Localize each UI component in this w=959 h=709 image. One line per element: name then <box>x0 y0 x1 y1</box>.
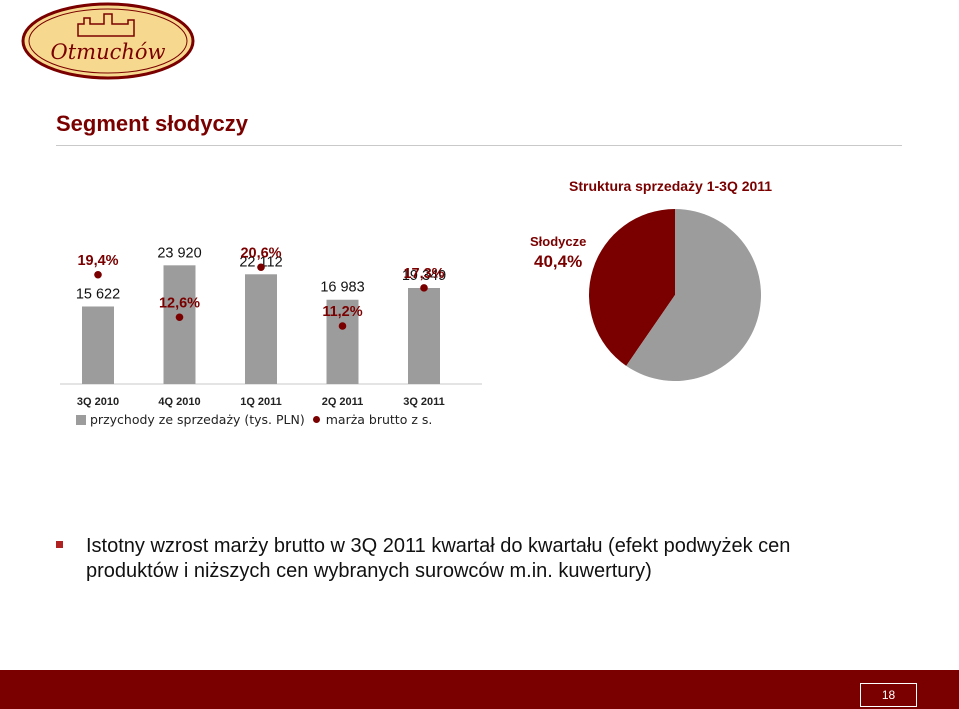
pie-slice-name-label: Słodycze <box>530 234 587 249</box>
revenue-value-label: 23 920 <box>157 245 201 261</box>
revenue-bar <box>326 299 359 384</box>
margin-value-label: 19,4% <box>77 253 118 269</box>
pie-slice-slodycze <box>589 209 675 366</box>
logo-oval <box>21 2 195 80</box>
category-tick-label: 3Q 2010 <box>77 396 119 408</box>
logo-wordmark: Otmuchów <box>51 40 166 64</box>
bar-chart: 15 622 19,4% 3Q 2010 23 920 12,6% 4Q 2010 22 1… <box>60 245 482 408</box>
margin-value-label: 12,6% <box>159 295 200 311</box>
pie-chart <box>589 209 762 381</box>
margin-dot <box>338 322 347 330</box>
logo-inner-ring <box>28 8 188 74</box>
margin-dot <box>257 263 265 272</box>
category-tick-label: 1Q 2011 <box>240 396 282 408</box>
pie-slice-value-label: 40,4% <box>534 252 583 271</box>
bullet-text: Istotny wzrost marży brutto w 3Q 2011 kw… <box>86 535 791 582</box>
category-tick-label: 2Q 2011 <box>322 396 364 408</box>
revenue-value-label: 22 112 <box>239 254 282 270</box>
bullet-marker <box>56 541 63 548</box>
margin-value-label: 11,2% <box>322 304 362 320</box>
castle-icon <box>77 13 135 37</box>
company-logo: Otmuchów <box>21 2 195 80</box>
footer-bar: 18 <box>0 670 959 709</box>
margin-value-label: 17,3% <box>403 266 444 282</box>
revenue-value-label: 19 349 <box>402 268 446 284</box>
margin-dot <box>420 284 428 292</box>
revenue-value-label: 16 983 <box>320 280 364 296</box>
category-tick-label: 4Q 2010 <box>158 396 200 408</box>
legend-dot-label: marża brutto z s. <box>325 412 433 427</box>
chart-legend: przychody ze sprzedaży (tys. PLN) marża b… <box>76 412 432 427</box>
legend-dot-swatch <box>312 416 320 423</box>
page-number: 18 <box>860 683 917 707</box>
slide-title: Segment słodyczy <box>56 111 248 136</box>
pie-slice-other <box>626 209 762 381</box>
margin-dot <box>94 270 102 279</box>
legend-bar-swatch <box>76 415 86 425</box>
revenue-bar <box>408 287 440 384</box>
pie-chart-title: Struktura sprzedaży 1-3Q 2011 <box>569 178 773 194</box>
margin-value-label: 20,6% <box>240 245 281 261</box>
revenue-bar <box>163 265 196 384</box>
revenue-value-label: 15 622 <box>76 286 120 302</box>
revenue-bar <box>245 274 277 384</box>
category-tick-label: 3Q 2011 <box>403 396 445 408</box>
title-divider <box>56 145 902 146</box>
legend-bar-label: przychody ze sprzedaży (tys. PLN) <box>90 412 305 427</box>
revenue-bar <box>82 306 114 384</box>
margin-dot <box>175 313 184 322</box>
